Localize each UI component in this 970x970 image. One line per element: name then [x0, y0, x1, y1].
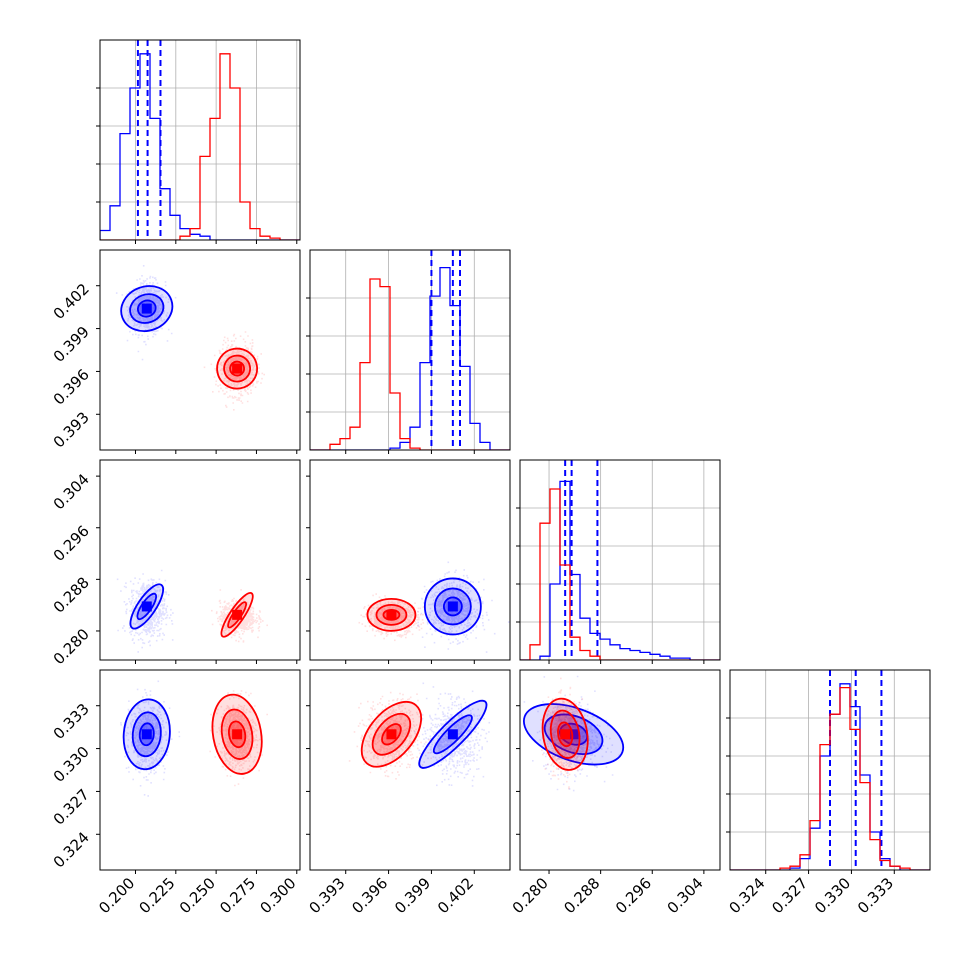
panel-frame	[519, 669, 721, 871]
histogram-0-2	[520, 480, 720, 660]
x-tick-label-3-0: 0.324	[725, 874, 768, 917]
histogram-0-0	[100, 53, 300, 240]
histogram-1-2	[520, 488, 720, 660]
y-tick-label-3-3: 0.333	[50, 700, 93, 743]
y-tick-label-3-1: 0.327	[50, 786, 93, 829]
y-tick-label-3-2: 0.330	[50, 743, 93, 786]
scatter-0	[120, 680, 181, 797]
density-peak-0	[447, 601, 458, 612]
y-tick-label-1-0: 0.393	[50, 408, 93, 451]
scatter-0	[416, 561, 510, 653]
y-tick-label-2-1: 0.288	[50, 573, 93, 616]
histogram-0-1	[310, 266, 510, 450]
scatter-0	[414, 682, 491, 787]
density-peak-1	[386, 609, 397, 620]
panel-frame	[309, 249, 511, 451]
y-tick-label-1-2: 0.399	[50, 323, 93, 366]
y-tick-label-2-0: 0.280	[50, 625, 93, 668]
x-tick-label-0-4: 0.300	[257, 874, 300, 917]
panel-2-2	[516, 459, 721, 664]
x-tick-label-0-0: 0.200	[95, 874, 138, 917]
y-tick-label-2-2: 0.296	[50, 522, 93, 565]
panel-3-2: 0.280 0.288 0.296 0.304	[509, 669, 721, 917]
panel-2-0: 0.280 0.288 0.296 0.304	[50, 459, 301, 668]
x-tick-label-1-0: 0.393	[305, 874, 348, 917]
x-tick-label-0-1: 0.225	[136, 874, 179, 917]
density-peak-0	[141, 303, 152, 314]
panel-2-1	[306, 459, 511, 664]
density-peak-0	[141, 601, 152, 612]
panel-3-3: 0.324 0.327 0.330 0.333	[725, 669, 931, 917]
x-tick-label-2-1: 0.288	[560, 874, 603, 917]
panel-frame	[309, 669, 511, 871]
x-tick-label-1-3: 0.402	[434, 874, 477, 917]
density-peak-0	[447, 729, 458, 740]
x-tick-label-0-2: 0.250	[176, 874, 219, 917]
panel-0-0	[96, 39, 301, 244]
x-tick-label-1-2: 0.399	[391, 874, 434, 917]
density-peak-1	[560, 729, 571, 740]
density-peak-1	[386, 729, 397, 740]
x-tick-label-3-1: 0.327	[768, 874, 811, 917]
panel-frame	[729, 669, 931, 871]
x-tick-label-2-3: 0.304	[664, 874, 707, 917]
y-tick-label-1-1: 0.396	[50, 366, 93, 409]
panel-frame	[99, 39, 301, 241]
x-tick-label-3-2: 0.330	[811, 874, 854, 917]
panel-frame	[519, 459, 721, 661]
panel-frame	[99, 249, 301, 451]
x-tick-label-2-0: 0.280	[509, 874, 552, 917]
panel-frame	[99, 459, 301, 661]
x-tick-label-0-3: 0.275	[216, 874, 259, 917]
x-tick-label-3-3: 0.333	[854, 874, 897, 917]
density-peak-1	[232, 363, 243, 374]
y-tick-label-2-3: 0.304	[50, 470, 93, 513]
density-peak-1	[232, 609, 243, 620]
density-peak-0	[141, 729, 152, 740]
panel-frame	[309, 459, 511, 661]
histogram-1-0	[100, 53, 300, 240]
x-tick-label-2-2: 0.296	[612, 874, 655, 917]
density-peak-1	[232, 729, 243, 740]
y-tick-label-3-0: 0.324	[50, 828, 93, 871]
panel-1-1	[306, 249, 511, 454]
density-peak-0	[568, 729, 579, 740]
panel-3-1: 0.393 0.396 0.399 0.402	[305, 669, 511, 917]
histogram-1-1	[310, 278, 510, 450]
panel-frame	[99, 669, 301, 871]
y-tick-label-1-3: 0.402	[50, 280, 93, 323]
x-tick-label-1-1: 0.396	[348, 874, 391, 917]
histogram-1-3	[730, 686, 930, 870]
